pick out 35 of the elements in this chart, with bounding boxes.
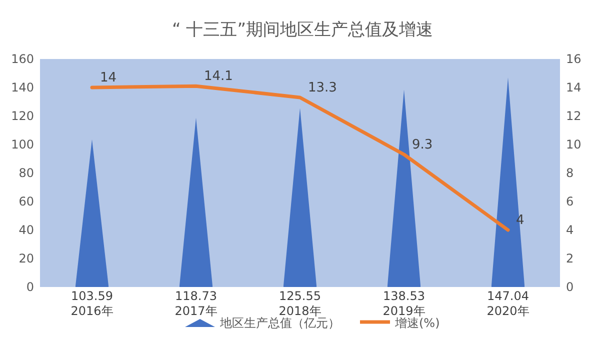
y2-tick-label: 12 [566,109,582,123]
data-label: 13.3 [308,80,337,96]
data-label: 14 [100,70,117,86]
x-tick-label: 2017年 [174,304,218,318]
x-tick-label: 2018年 [278,304,322,318]
data-label: 138.53 [383,289,425,303]
legend-label: 增速(%) [394,316,440,330]
y-tick-label: 0 [26,280,34,294]
data-label: 118.73 [175,289,217,303]
data-label: 147.04 [487,289,529,303]
y2-tick-label: 6 [566,194,574,208]
y-tick-label: 80 [18,166,34,180]
y-tick-label: 20 [18,252,34,266]
y2-tick-label: 0 [566,280,574,294]
x-tick-label: 2019年 [382,304,426,318]
y-tick-label: 60 [18,194,34,208]
x-tick-label: 2020年 [486,304,530,318]
y-tick-label: 120 [11,109,34,123]
x-tick-label: 2016年 [70,304,114,318]
y2-tick-label: 10 [566,138,582,152]
y-tick-label: 160 [11,52,34,66]
y-tick-label: 100 [11,138,34,152]
y2-tick-label: 4 [566,223,574,237]
y-tick-label: 140 [11,80,34,94]
data-label: 125.55 [279,289,321,303]
y2-tick-label: 16 [566,52,582,66]
chart-title: “ 十三五”期间地区生产总值及增速 [172,20,434,40]
data-label: 103.59 [71,289,113,303]
legend-label: 地区生产总值（亿元） [219,316,340,330]
y2-tick-label: 2 [566,252,574,266]
y-tick-label: 40 [18,223,34,237]
y2-tick-label: 14 [566,80,582,94]
data-label: 14.1 [204,69,233,84]
data-label: 9.3 [412,137,433,152]
y2-tick-label: 8 [566,166,574,180]
